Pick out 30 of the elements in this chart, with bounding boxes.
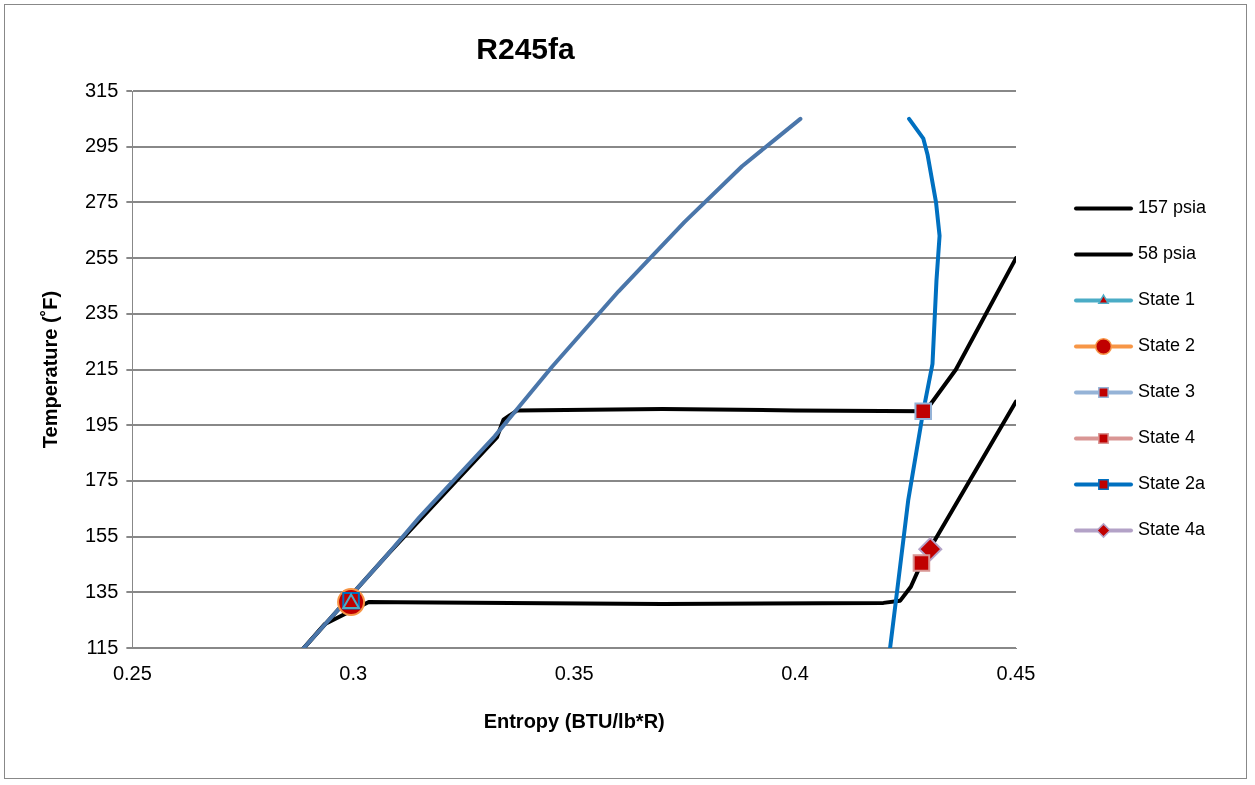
legend-label: State 3	[1138, 381, 1196, 402]
x-tick-label: 0.25	[112, 661, 152, 684]
legend-label: State 2a	[1138, 473, 1207, 494]
legend-label: State 4a	[1138, 519, 1207, 540]
legend-label: State 1	[1138, 289, 1196, 310]
y-tick-label: 315	[84, 78, 119, 101]
y-tick-label: 295	[84, 134, 119, 157]
point	[918, 537, 943, 562]
y-tick-label: 115	[86, 635, 119, 658]
point	[912, 554, 931, 572]
y-tick-label: 235	[84, 301, 119, 324]
x-tick-label: 0.3	[339, 661, 368, 684]
y-tick-label: 255	[84, 245, 119, 268]
x-tick-label: 0.45	[996, 661, 1036, 684]
x-tick-label: 0.35	[554, 661, 594, 684]
legend-label: State 2	[1138, 335, 1196, 356]
y-axis-title: Temperature (˚F)	[38, 290, 61, 449]
x-tick-label: 0.4	[781, 661, 809, 684]
y-tick-label: 175	[84, 468, 119, 491]
y-tick-label: 135	[84, 579, 119, 602]
legend-label: 157 psia	[1138, 197, 1208, 218]
y-tick-label: 275	[84, 189, 119, 212]
y-tick-label: 195	[84, 412, 119, 435]
legend-label: 58 psia	[1138, 243, 1198, 264]
y-tick-label: 155	[84, 524, 119, 547]
y-tick-label: 215	[84, 357, 119, 380]
x-axis-title: Entropy (BTU/lb*R)	[483, 709, 665, 732]
chart-title: R245fa	[476, 32, 576, 66]
point	[914, 402, 932, 421]
legend-label: State 4	[1138, 427, 1196, 448]
